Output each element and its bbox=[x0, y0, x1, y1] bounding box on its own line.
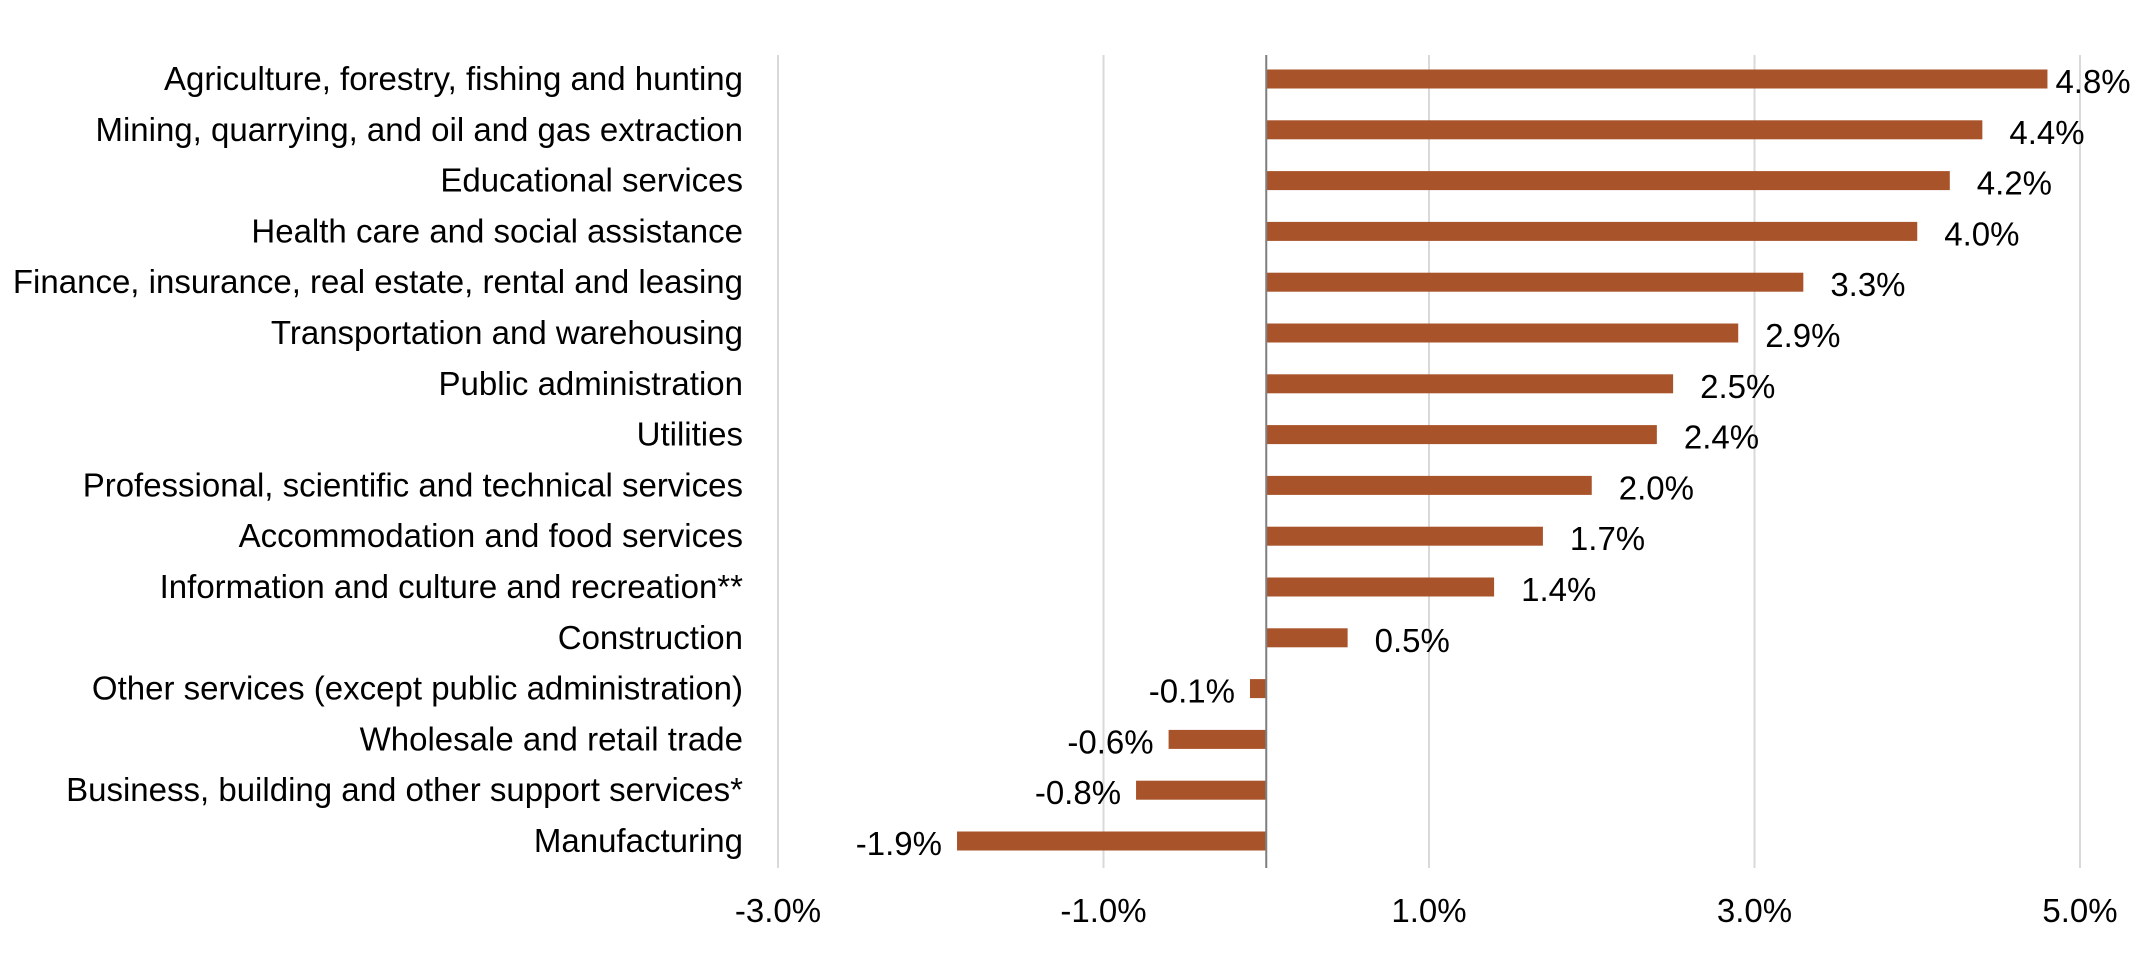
data-label: -0.8% bbox=[1035, 774, 1121, 811]
data-label: 4.8% bbox=[2055, 63, 2130, 100]
category-label: Other services (except public administra… bbox=[92, 670, 743, 707]
category-label: Health care and social assistance bbox=[251, 212, 743, 249]
data-label: 2.9% bbox=[1765, 317, 1840, 354]
data-label: 4.0% bbox=[1944, 215, 2019, 252]
x-tick-label: 1.0% bbox=[1391, 892, 1466, 929]
x-axis-tick-labels: -3.0% -1.0% 1.0% 3.0% 5.0% bbox=[735, 892, 2118, 929]
data-label: 2.4% bbox=[1684, 419, 1759, 456]
data-label: -0.6% bbox=[1067, 723, 1153, 760]
bar bbox=[1266, 425, 1657, 445]
data-label: 2.5% bbox=[1700, 368, 1775, 405]
bar bbox=[1249, 679, 1267, 699]
bar bbox=[1266, 628, 1348, 648]
bar bbox=[957, 831, 1267, 851]
category-label: Transportation and warehousing bbox=[271, 314, 743, 351]
x-tick-label: -3.0% bbox=[735, 892, 821, 929]
data-label: 2.0% bbox=[1619, 469, 1694, 506]
bar bbox=[1266, 69, 2048, 89]
category-label: Manufacturing bbox=[534, 822, 743, 859]
category-label: Information and culture and recreation** bbox=[160, 568, 744, 605]
x-tick-label: 3.0% bbox=[1717, 892, 1792, 929]
bar bbox=[1266, 577, 1495, 597]
value-labels: 4.8% 4.4% 4.2% 4.0% 3.3% 2.9% 2.5% 2.4% 2.0% 1.7%… bbox=[856, 63, 2131, 862]
category-label: Wholesale and retail trade bbox=[360, 720, 743, 757]
category-label: Public administration bbox=[439, 365, 743, 402]
bar bbox=[1266, 323, 1739, 343]
data-label: 0.5% bbox=[1375, 622, 1450, 659]
data-label: 1.7% bbox=[1570, 520, 1645, 557]
category-labels: Agriculture, forestry, fishing and hunti… bbox=[13, 60, 743, 859]
bars bbox=[957, 69, 2048, 851]
data-label: 4.2% bbox=[1977, 165, 2052, 202]
bar bbox=[1168, 729, 1267, 749]
bar bbox=[1266, 221, 1918, 241]
data-label: -0.1% bbox=[1149, 673, 1235, 710]
bar bbox=[1266, 526, 1543, 546]
bar bbox=[1266, 475, 1592, 495]
category-label: Construction bbox=[558, 619, 743, 656]
bar bbox=[1266, 272, 1804, 292]
bar bbox=[1136, 780, 1267, 800]
category-label: Business, building and other support ser… bbox=[66, 771, 743, 808]
data-label: 4.4% bbox=[2009, 114, 2084, 151]
data-label: 1.4% bbox=[1521, 571, 1596, 608]
gridlines bbox=[777, 55, 2081, 868]
category-label: Educational services bbox=[440, 162, 743, 199]
category-label: Finance, insurance, real estate, rental … bbox=[13, 263, 743, 300]
bar bbox=[1266, 171, 1950, 191]
bar bbox=[1266, 120, 1983, 140]
data-label: -1.9% bbox=[856, 825, 942, 862]
category-label: Agriculture, forestry, fishing and hunti… bbox=[164, 60, 743, 97]
category-label: Accommodation and food services bbox=[239, 517, 743, 554]
x-tick-label: 5.0% bbox=[2042, 892, 2117, 929]
category-label: Utilities bbox=[637, 416, 743, 453]
bar bbox=[1266, 374, 1674, 394]
category-label: Professional, scientific and technical s… bbox=[83, 466, 743, 503]
category-label: Mining, quarrying, and oil and gas extra… bbox=[95, 111, 743, 148]
x-tick-label: -1.0% bbox=[1060, 892, 1146, 929]
data-label: 3.3% bbox=[1830, 266, 1905, 303]
